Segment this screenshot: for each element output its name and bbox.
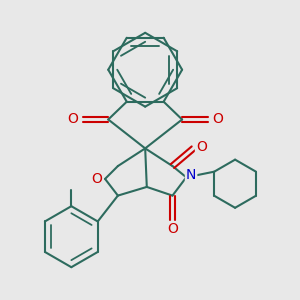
Text: N: N	[186, 168, 196, 182]
Text: O: O	[167, 222, 178, 236]
Text: O: O	[92, 172, 103, 186]
Text: O: O	[68, 112, 78, 127]
Text: O: O	[212, 112, 223, 127]
Text: O: O	[196, 140, 207, 154]
